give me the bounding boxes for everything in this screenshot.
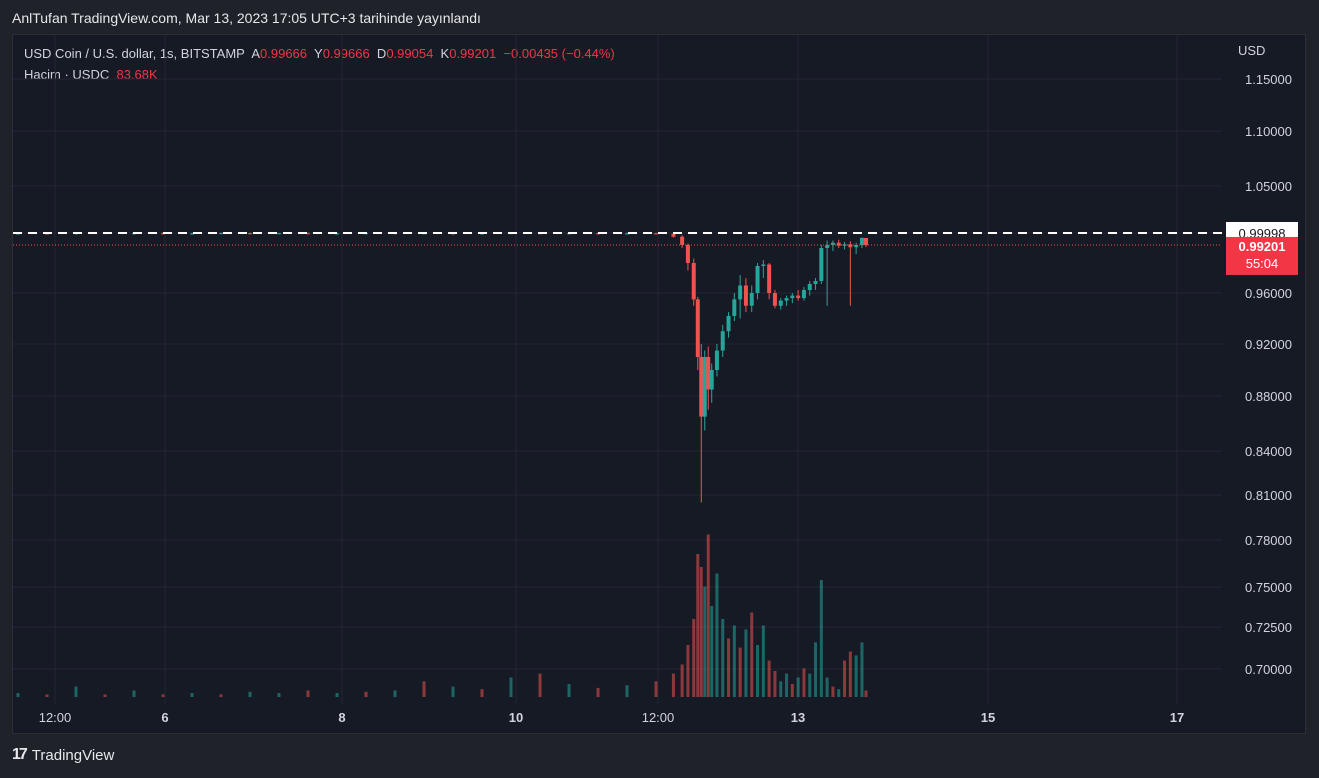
volume-legend: Hacim · USDC 83.68K — [24, 67, 158, 82]
high-value: 0.99666 — [322, 46, 370, 61]
low-value: 0.99054 — [386, 46, 434, 61]
ohlc-legend: USD Coin / U.S. dollar, 1s, BITSTAMP A0.… — [24, 46, 615, 61]
volume-value: 83.68K — [116, 67, 158, 82]
publication-caption: AnlTufan TradingView.com, Mar 13, 2023 1… — [12, 10, 481, 26]
tradingview-logo-icon: 17 — [12, 746, 28, 763]
tradingview-logo[interactable]: 17 TradingView — [12, 746, 114, 764]
brand-name: TradingView — [31, 746, 115, 764]
high-label: Y — [314, 46, 323, 61]
open-value: 0.99666 — [260, 46, 308, 61]
open-label: A — [251, 46, 261, 61]
volume-label[interactable]: Hacim · USDC — [24, 67, 110, 82]
currency-label: USD — [1238, 43, 1266, 58]
close-value: 0.99201 — [449, 46, 497, 61]
low-label: D — [376, 46, 387, 61]
close-label: K — [440, 46, 450, 61]
change-value: −0.00435 (−0.44%) — [503, 46, 615, 61]
symbol-title[interactable]: USD Coin / U.S. dollar, 1s, BITSTAMP — [24, 46, 245, 61]
chart-pane[interactable] — [12, 34, 1306, 734]
